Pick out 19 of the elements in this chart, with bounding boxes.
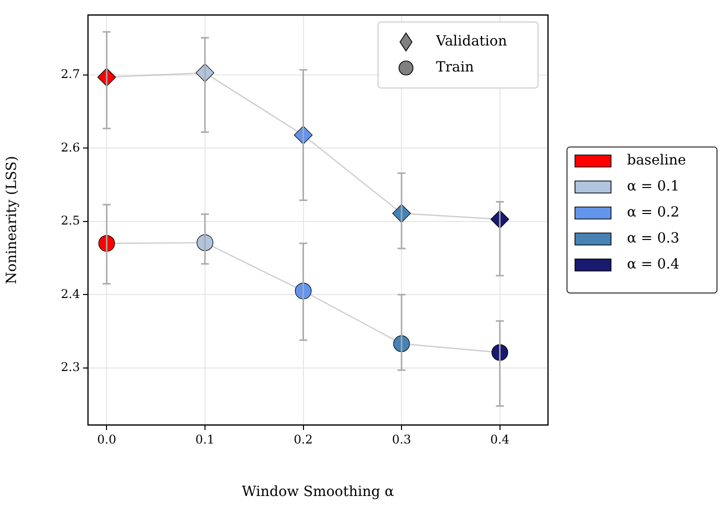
x-tick-label: 0.0 [97,432,116,446]
legend-label: Validation [435,34,507,50]
legend-label: α = 0.2 [627,204,680,221]
y-tick-label: 2.7 [60,67,80,82]
legend-label: Train [436,60,474,76]
y-axis-title: Noninearity (LSS) [4,156,20,284]
legend-label: α = 0.3 [627,230,680,247]
legend-label: α = 0.4 [627,256,680,273]
y-tick-label: 2.5 [60,214,80,228]
legend-label: α = 0.1 [627,178,680,195]
x-tick-label: 0.1 [195,432,215,446]
y-tick-label: 2.3 [60,360,80,374]
x-tick-label: 0.4 [490,432,510,446]
legend-label: baseline [627,152,686,169]
x-tick-label: 0.3 [392,432,412,446]
y-tick-label: 2.4 [60,286,80,301]
x-axis-title: Window Smoothing α [242,484,395,500]
y-tick-label: 2.6 [60,140,80,154]
x-tick-label: 0.2 [294,432,313,446]
